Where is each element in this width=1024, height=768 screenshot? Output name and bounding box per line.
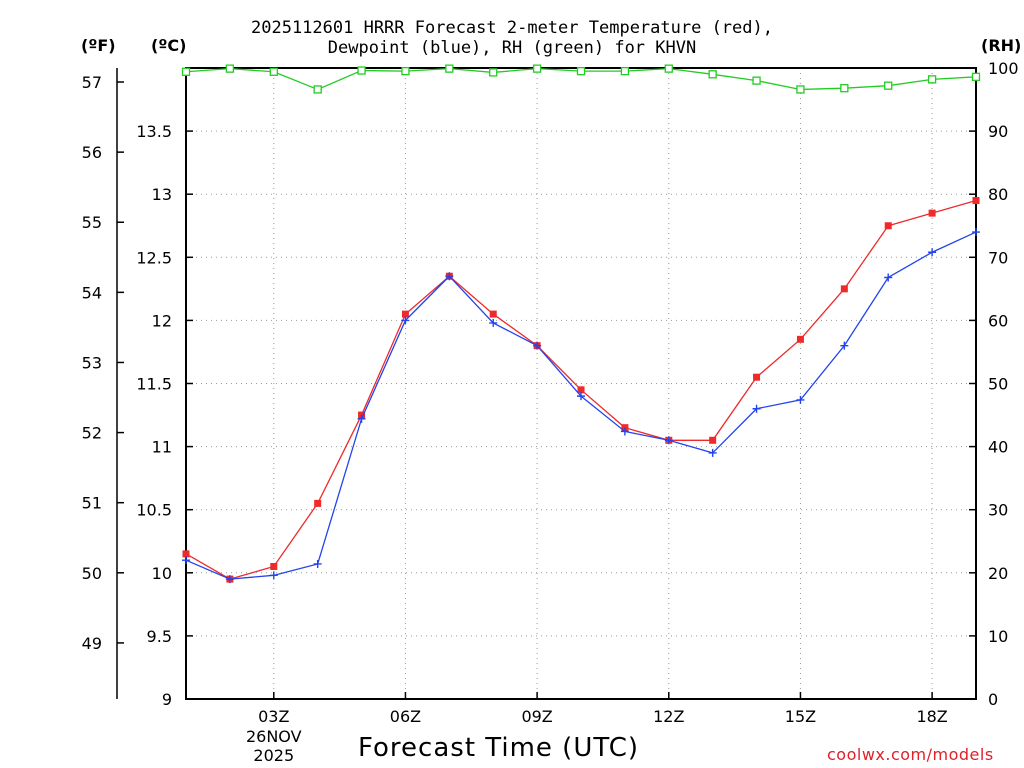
fahrenheit-tick-label: 54 (82, 283, 102, 302)
fahrenheit-tick-label: 55 (82, 213, 102, 232)
dewpoint-point (445, 272, 454, 281)
rh-point (532, 64, 542, 73)
rh-point (313, 85, 322, 94)
rh-point (708, 70, 717, 79)
dewpoint-line (185, 231, 977, 580)
date-year-label: 2025 (253, 746, 294, 765)
dewpoint-point (357, 414, 366, 423)
x-tick-label: 12Z (653, 707, 684, 726)
temperature-point (972, 197, 980, 205)
x-tick-label: 03Z (258, 707, 289, 726)
rh-point (840, 84, 849, 93)
rh-tick-label: 10 (988, 627, 1008, 646)
rh-point (664, 64, 673, 73)
fahrenheit-tick-label: 57 (82, 73, 102, 92)
celsius-tick-label: 10 (152, 564, 172, 583)
celsius-unit-label: (ºC) (151, 36, 187, 55)
temperature-point (709, 436, 717, 444)
temperature-point (753, 373, 761, 381)
temperature-point (182, 550, 190, 558)
temperature-point (489, 310, 497, 318)
chart-title: 2025112601 HRRR Forecast 2-meter Tempera… (251, 18, 773, 38)
credit-label: coolwx.com/models (827, 745, 994, 764)
celsius-tick-label: 13.5 (136, 122, 172, 141)
rh-point (401, 67, 410, 76)
dewpoint-point (225, 575, 234, 584)
x-tick-label: 15Z (785, 707, 816, 726)
fahrenheit-tick-label: 52 (82, 424, 102, 443)
rh-tick-label: 90 (988, 122, 1008, 141)
rh-tick-label: 50 (988, 375, 1008, 394)
celsius-tick-label: 11.5 (136, 375, 172, 394)
rh-point (357, 66, 366, 75)
dewpoint-point (708, 448, 717, 457)
temperature-point (796, 335, 804, 343)
dewpoint-point (752, 404, 761, 413)
date-day-label: 26NOV (246, 727, 302, 746)
rh-point (489, 68, 498, 77)
rh-point (620, 67, 630, 76)
rh-point (971, 72, 981, 81)
rh-point (576, 67, 586, 76)
fahrenheit-tick-label: 50 (82, 564, 102, 583)
dewpoint-point (972, 228, 980, 237)
temperature-point (928, 209, 936, 217)
celsius-tick-label: 12.5 (136, 248, 172, 267)
dewpoint-point (620, 427, 629, 436)
rh-point (884, 81, 893, 90)
dewpoint-point (401, 316, 410, 325)
celsius-tick-label: 12 (152, 311, 172, 330)
x-axis-label: Forecast Time (UTC) (358, 733, 640, 763)
celsius-tick-label: 9 (162, 690, 172, 709)
x-tick-label: 06Z (390, 707, 421, 726)
rh-point (752, 76, 761, 85)
rh-tick-label: 80 (988, 185, 1008, 204)
dewpoint-point (884, 273, 893, 282)
x-tick-label: 09Z (521, 707, 552, 726)
rh-tick-label: 30 (988, 501, 1008, 520)
temperature-point (401, 310, 409, 318)
rh-point (927, 75, 937, 84)
rh-tick-label: 40 (988, 438, 1008, 457)
rh-tick-label: 70 (988, 248, 1008, 267)
chart-subtitle: Dewpoint (blue), RH (green) for KHVN (327, 38, 697, 58)
temperature-point (314, 499, 322, 507)
dewpoint-point (664, 436, 673, 445)
celsius-tick-label: 11 (152, 438, 172, 457)
temperature-point (270, 562, 278, 570)
dewpoint-point (313, 559, 322, 568)
fahrenheit-tick-label: 49 (82, 634, 102, 653)
rh-point (225, 64, 235, 73)
rh-point (269, 67, 278, 76)
rh-tick-label: 100 (988, 59, 1019, 78)
dewpoint-point (840, 341, 849, 350)
x-tick-label: 18Z (916, 707, 947, 726)
rh-unit-label: (RH) (981, 36, 1022, 55)
temperature-point (840, 285, 848, 293)
dewpoint-point (269, 571, 278, 580)
temperature-point (577, 386, 585, 394)
dewpoint-point (182, 556, 190, 565)
dewpoint-point (533, 341, 542, 350)
rh-point (796, 85, 805, 94)
rh-tick-label: 0 (988, 690, 998, 709)
dewpoint-point (928, 248, 937, 257)
fahrenheit-unit-label: (ºF) (81, 36, 116, 55)
rh-tick-label: 60 (988, 311, 1008, 330)
celsius-tick-label: 10.5 (136, 501, 172, 520)
rh-tick-label: 20 (988, 564, 1008, 583)
celsius-tick-label: 9.5 (147, 627, 172, 646)
rh-point (445, 64, 454, 73)
fahrenheit-tick-label: 56 (82, 143, 102, 162)
fahrenheit-tick-label: 51 (82, 494, 102, 513)
temperature-point (884, 222, 892, 230)
rh-point (181, 67, 191, 76)
dewpoint-point (489, 318, 498, 327)
celsius-tick-label: 13 (152, 185, 172, 204)
dewpoint-point (796, 395, 805, 404)
fahrenheit-tick-label: 53 (82, 353, 102, 372)
dewpoint-point (577, 392, 585, 401)
